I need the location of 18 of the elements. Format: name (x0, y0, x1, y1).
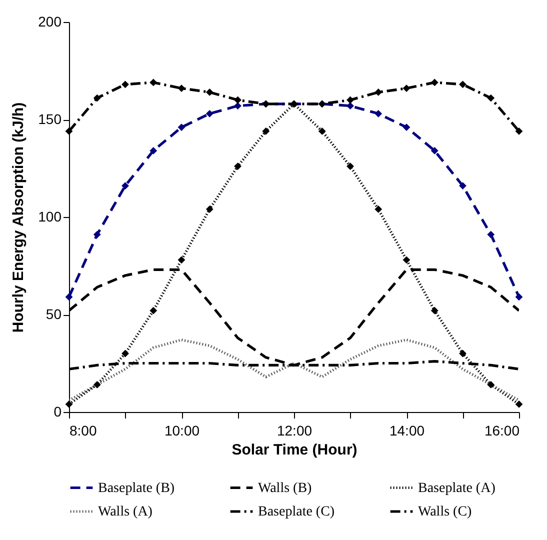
legend-label: Walls (B) (258, 480, 312, 496)
y-tick-label: 200 (38, 14, 62, 30)
legend-label: Baseplate (B) (98, 480, 175, 496)
x-tick-label: 8:00 (70, 422, 97, 438)
x-tick-label: 16:00 (484, 422, 520, 438)
y-tick-label: 100 (38, 208, 62, 224)
x-axis-title: Solar Time (Hour) (232, 442, 358, 458)
legend-label: Baseplate (A) (418, 480, 496, 496)
y-axis-title: Hourly Energy Absorption (kJ/h) (10, 102, 28, 333)
x-tick-label: 14:00 (389, 422, 425, 438)
x-tick-label: 10:00 (164, 422, 200, 438)
y-tick-label: 50 (46, 306, 62, 322)
legend-label: Walls (C) (418, 504, 472, 520)
y-tick-label: 0 (54, 404, 62, 420)
x-tick-label: 12:00 (276, 422, 312, 438)
y-tick-label: 150 (38, 111, 62, 127)
legend-label: Walls (A) (98, 504, 153, 520)
legend-label: Baseplate (C) (258, 504, 335, 520)
